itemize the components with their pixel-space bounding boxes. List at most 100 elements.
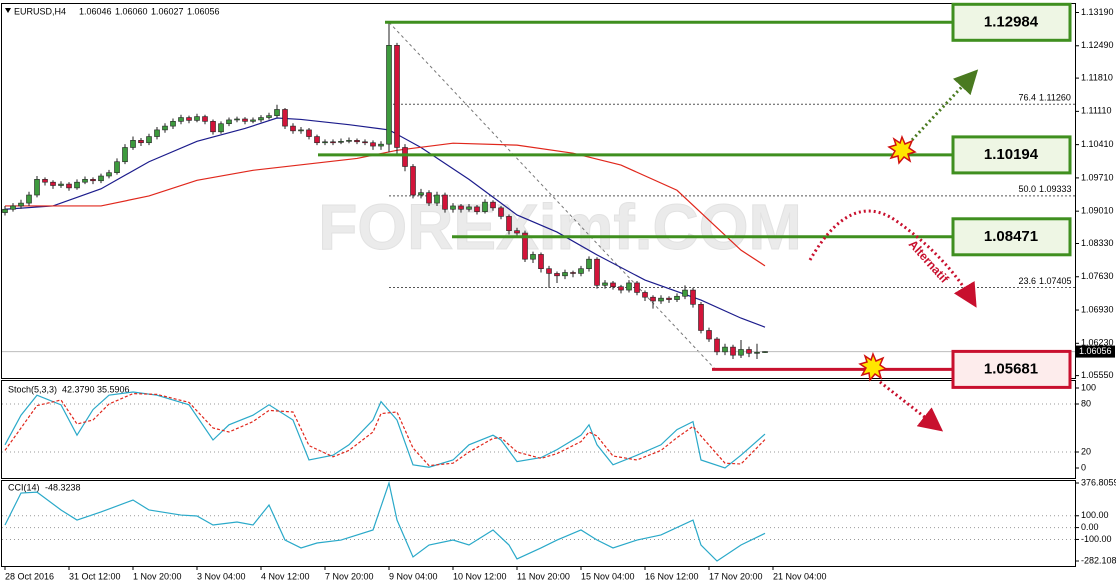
x-tick-label: 31 Oct 12:00 — [69, 571, 121, 581]
header-close: 1.06056 — [187, 6, 220, 16]
fibo-ratio: 23.6 — [1018, 276, 1036, 286]
candle-body — [546, 268, 552, 274]
candle-body — [90, 179, 96, 182]
candle-body — [474, 206, 480, 212]
fibo-ratio: 76.4 — [1018, 93, 1036, 103]
y-tick-label: 20 — [1081, 446, 1091, 456]
y-tick-label: 1.05550 — [1081, 370, 1114, 380]
y-tick-label: 1.09710 — [1081, 172, 1114, 182]
candle-body — [450, 205, 456, 210]
candle-body — [74, 181, 80, 189]
candle-body — [266, 115, 272, 118]
candle-body — [394, 45, 400, 148]
candle-body — [578, 268, 584, 274]
cci-panel — [1, 480, 1076, 567]
candle-body — [194, 116, 200, 121]
candle-body — [586, 258, 592, 269]
x-tick-label: 15 Nov 04:00 — [581, 571, 635, 581]
current-price-label: 1.06056 — [1079, 346, 1112, 356]
y-tick-label: -282.1084 — [1081, 555, 1116, 565]
burst — [858, 351, 888, 382]
candle-body — [82, 179, 88, 183]
level-box — [951, 217, 1072, 257]
indicator-line — [4, 480, 766, 562]
level-box — [951, 2, 1072, 42]
candle-body — [218, 123, 224, 133]
candle-body — [762, 351, 768, 353]
fibo-price: 1.11260 — [1039, 93, 1071, 103]
candle-body — [666, 297, 672, 300]
x-tick-label: 10 Nov 12:00 — [453, 571, 507, 581]
candle-body — [594, 258, 600, 286]
x-tick-label: 17 Nov 20:00 — [709, 571, 763, 581]
x-tick-label: 3 Nov 04:00 — [197, 571, 246, 581]
y-tick-label: 1.11110 — [1081, 106, 1112, 116]
candle-body — [138, 140, 144, 144]
candle-body — [442, 194, 448, 210]
candle-body — [410, 166, 416, 196]
candle-body — [106, 172, 112, 177]
candle-body — [98, 175, 104, 182]
y-tick-label: 0 — [1081, 462, 1086, 472]
candle-body — [250, 119, 256, 122]
fibo-price: 1.07405 — [1039, 276, 1072, 286]
header-low: 1.06027 — [151, 6, 184, 16]
candle-body — [210, 121, 216, 133]
level-label: 1.05681 — [984, 360, 1038, 377]
candle-body — [530, 254, 536, 260]
header-open: 1.06046 — [79, 6, 112, 16]
candle-body — [314, 136, 320, 144]
y-tick-label: -100.00 — [1081, 534, 1112, 544]
arrow-down — [879, 380, 944, 432]
candle-body — [658, 297, 664, 302]
candle-body — [202, 116, 208, 122]
indicator-line — [4, 392, 766, 467]
level-label: 1.10194 — [984, 146, 1039, 163]
fibo-price: 1.09333 — [1039, 184, 1072, 194]
candle-body — [114, 161, 120, 173]
y-tick-label: 80 — [1081, 398, 1091, 408]
candle-body — [186, 117, 192, 121]
candle-body — [362, 141, 368, 144]
candle-body — [378, 143, 384, 147]
candle-body — [722, 346, 728, 353]
fibo-trendline — [388, 21, 716, 370]
candle-body — [146, 136, 152, 144]
candle-body — [402, 147, 408, 167]
candle-body — [154, 129, 160, 137]
stoch-panel — [1, 380, 1076, 479]
candle-body — [490, 201, 496, 209]
candle-body — [642, 292, 648, 298]
y-tick-label: 1.11810 — [1081, 72, 1113, 82]
candle-body — [738, 349, 744, 356]
x-tick-label: 9 Nov 04:00 — [389, 571, 438, 581]
candle-body — [10, 205, 16, 210]
candle-body — [754, 352, 760, 354]
stoch-title: Stoch(5,3,3) — [8, 384, 57, 394]
candle-body — [514, 230, 520, 234]
symbol-title: EURUSD,H4 — [14, 6, 66, 16]
candle-body — [370, 142, 376, 147]
candle-body — [338, 141, 344, 143]
candle-body — [226, 119, 232, 125]
candle-body — [626, 282, 632, 291]
y-tick-label: 1.08330 — [1081, 238, 1114, 248]
candle-body — [618, 286, 624, 291]
header-arrow — [5, 8, 11, 13]
candle-body — [170, 121, 176, 127]
header-high: 1.06060 — [115, 6, 148, 16]
candle-body — [418, 192, 424, 196]
x-tick-label: 11 Nov 20:00 — [517, 571, 570, 581]
arrow-alternative — [808, 209, 977, 308]
candle-body — [306, 129, 312, 137]
candle-body — [130, 140, 136, 148]
y-tick-label: 0.00 — [1081, 522, 1099, 532]
x-tick-label: 16 Nov 12:00 — [645, 571, 699, 581]
candle-body — [714, 338, 720, 353]
y-tick-label: 1.13190 — [1081, 7, 1114, 17]
candle-body — [690, 289, 696, 305]
candle-body — [122, 147, 128, 163]
candle-body — [330, 141, 336, 144]
